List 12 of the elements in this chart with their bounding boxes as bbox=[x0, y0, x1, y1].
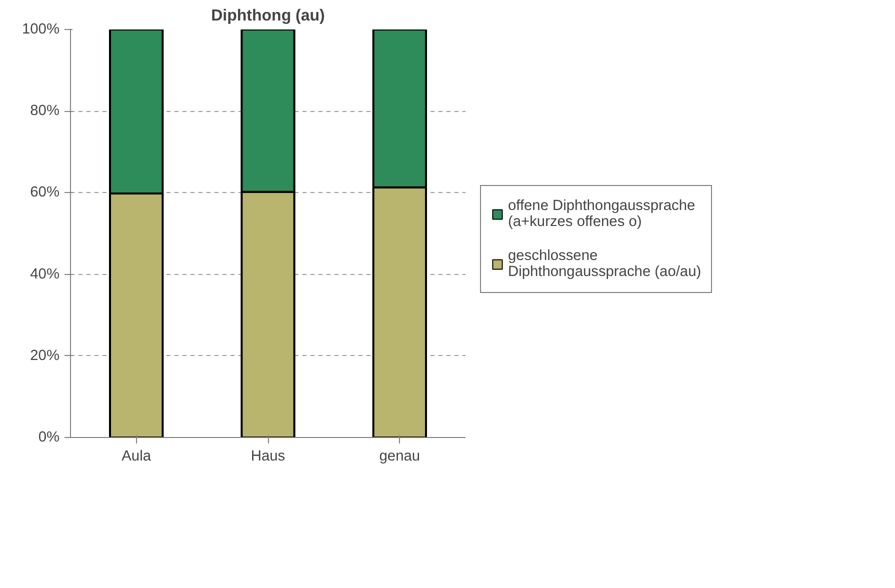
chart-title: Diphthong (au) bbox=[211, 8, 325, 24]
y-tick-label: 0% bbox=[38, 430, 60, 446]
x-tick-label: Aula bbox=[122, 448, 152, 464]
y-tick-label: 100% bbox=[22, 22, 60, 38]
legend-label: offene Diphthongaussprache (a+kurzes offenes o) bbox=[508, 196, 696, 232]
x-tick-label: genau bbox=[379, 448, 420, 464]
y-tick-label: 60% bbox=[30, 184, 60, 201]
x-tick-label: Haus bbox=[250, 448, 286, 464]
legend-label: geschlossene Diphthongaussprache (ao/au) bbox=[508, 246, 702, 282]
y-tick-label: 40% bbox=[30, 266, 60, 282]
y-tick-label: 20% bbox=[30, 348, 60, 364]
y-tick-label: 80% bbox=[30, 103, 60, 120]
